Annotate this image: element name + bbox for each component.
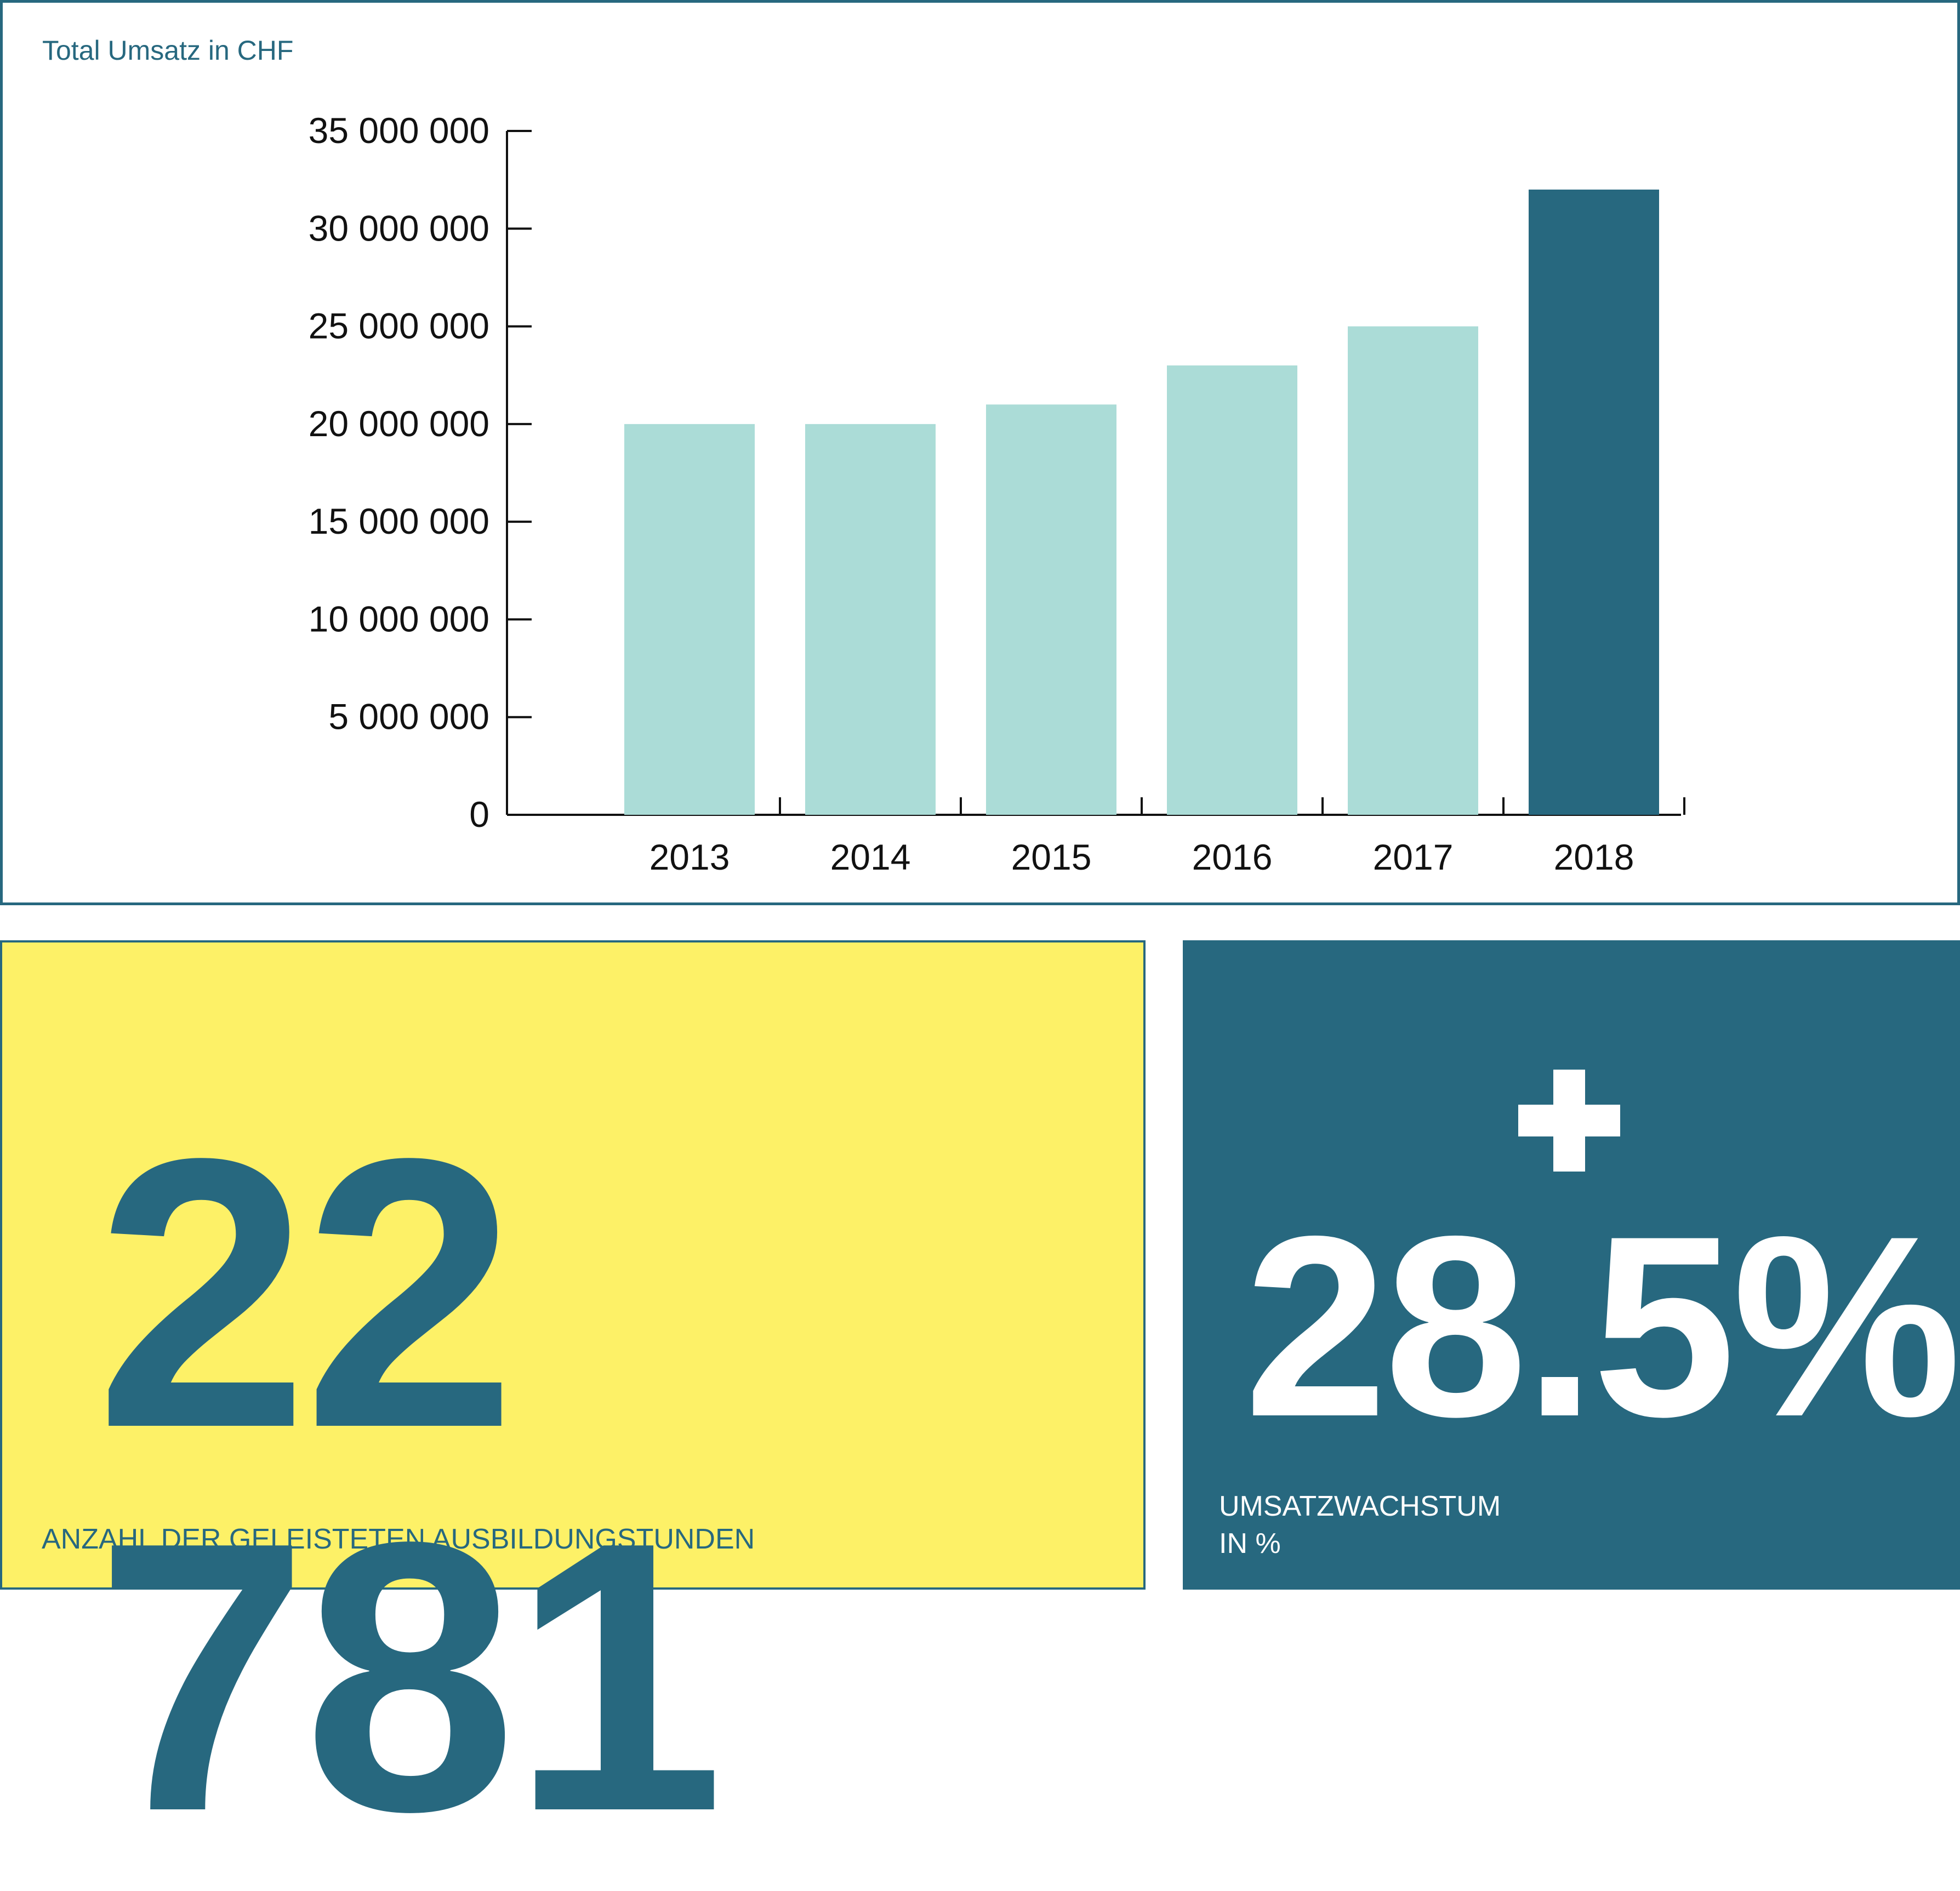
revenue-growth-label-line2: IN % xyxy=(1219,1527,1281,1559)
bar-2016 xyxy=(1167,365,1297,815)
training-hours-card: 22 781 ANZAHL DER GELEISTETEN AUSBILDUNG… xyxy=(0,940,1146,1869)
y-tick-label: 10 000 000 xyxy=(309,598,489,639)
y-tick-label: 30 000 000 xyxy=(309,208,489,248)
x-tick-label: 2013 xyxy=(649,837,730,877)
y-tick-label: 35 000 000 xyxy=(309,110,489,151)
x-tick-label: 2016 xyxy=(1192,837,1273,877)
bar-2015 xyxy=(986,404,1116,815)
training-hours-label: ANZAHL DER GELEISTETEN AUSBILDUNGSTUNDEN xyxy=(42,1523,755,1555)
y-tick-label: 20 000 000 xyxy=(309,403,489,444)
x-tick-label: 2015 xyxy=(1011,837,1092,877)
training-hours-value: 22 781 xyxy=(95,1079,725,1891)
y-tick-label: 15 000 000 xyxy=(309,501,489,541)
x-tick-label: 2017 xyxy=(1373,837,1454,877)
y-tick-label: 0 xyxy=(469,794,489,835)
revenue-growth-card: 28.5% UMSATZWACHSTUM IN % xyxy=(1183,940,1960,1590)
y-tick-label: 5 000 000 xyxy=(328,696,489,737)
chart-panel: Total Umsatz in CHF 0 5 000 000 10 000 000… xyxy=(0,0,1960,905)
bar-2014 xyxy=(805,424,936,815)
bar-2013 xyxy=(624,424,755,815)
bar-chart: 0 5 000 000 10 000 000 15 000 000 20 000 000… xyxy=(309,110,1685,877)
plus-icon xyxy=(1518,1070,1620,1172)
revenue-growth-label: UMSATZWACHSTUM IN % xyxy=(1219,1488,1603,1562)
x-tick-label: 2014 xyxy=(830,837,911,877)
revenue-growth-value: 28.5% xyxy=(1244,1182,1960,1470)
chart-title: Total Umsatz in CHF xyxy=(42,35,294,66)
revenue-growth-label-line1: UMSATZWACHSTUM xyxy=(1219,1490,1501,1522)
bar-2018 xyxy=(1529,189,1659,815)
x-tick-label: 2018 xyxy=(1554,837,1634,877)
bar-2017 xyxy=(1348,326,1478,815)
y-tick-label: 25 000 000 xyxy=(309,306,489,346)
